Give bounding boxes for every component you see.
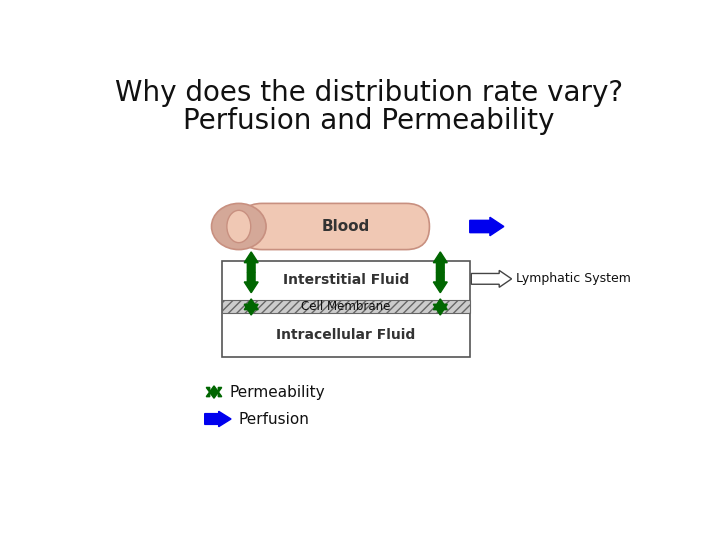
FancyArrow shape: [244, 299, 258, 309]
Text: Perfusion and Permeability: Perfusion and Permeability: [184, 107, 554, 135]
FancyArrow shape: [472, 271, 512, 287]
FancyArrow shape: [244, 304, 258, 315]
Ellipse shape: [212, 204, 266, 249]
Text: Permeability: Permeability: [230, 384, 325, 400]
FancyArrow shape: [469, 217, 504, 236]
Text: Lymphatic System: Lymphatic System: [516, 272, 631, 285]
FancyArrow shape: [433, 272, 447, 293]
Bar: [222, 300, 469, 313]
Text: Perfusion: Perfusion: [239, 411, 310, 427]
FancyArrow shape: [433, 304, 447, 315]
Text: Why does the distribution rate vary?: Why does the distribution rate vary?: [115, 79, 623, 107]
FancyArrow shape: [206, 387, 222, 398]
Text: Intracellular Fluid: Intracellular Fluid: [276, 328, 415, 342]
FancyArrow shape: [206, 386, 222, 397]
Ellipse shape: [227, 210, 251, 242]
Text: Blood: Blood: [322, 219, 370, 234]
FancyArrow shape: [244, 252, 258, 272]
Text: Interstitial Fluid: Interstitial Fluid: [283, 273, 409, 287]
FancyBboxPatch shape: [239, 204, 429, 249]
Bar: [222, 261, 469, 357]
FancyArrow shape: [433, 299, 447, 309]
FancyArrow shape: [204, 411, 231, 427]
Text: Cell Membrane: Cell Membrane: [301, 300, 390, 313]
FancyArrow shape: [433, 252, 447, 272]
FancyArrow shape: [244, 272, 258, 293]
